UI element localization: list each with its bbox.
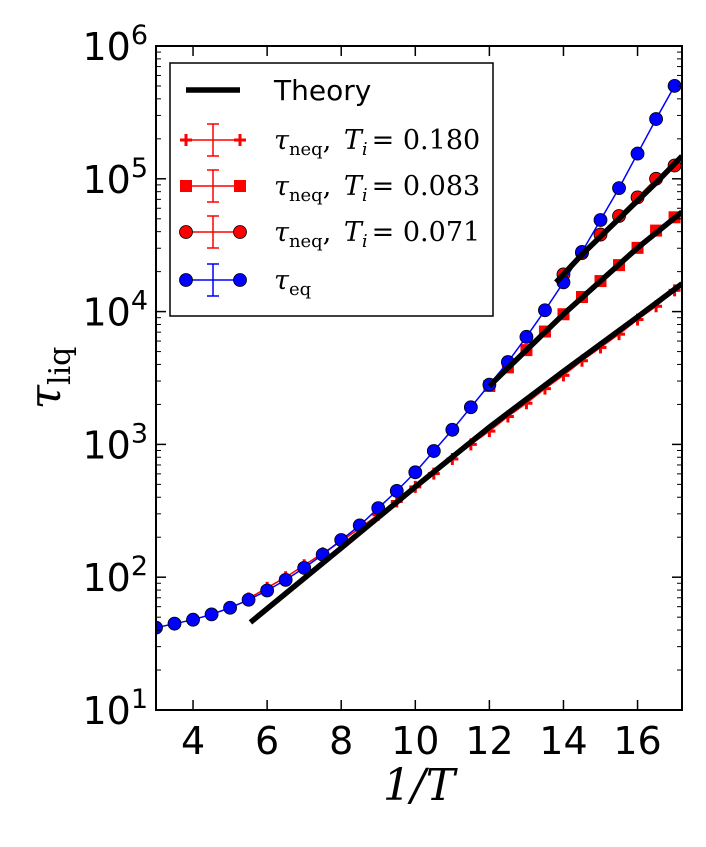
theory-line-1 xyxy=(487,209,682,388)
x-tick-label: 12 xyxy=(465,719,513,763)
x-tick-label: 14 xyxy=(539,719,587,763)
legend-marker xyxy=(180,180,192,192)
series-layer xyxy=(156,78,682,635)
legend-marker xyxy=(179,273,193,287)
data-point xyxy=(186,612,200,627)
data-point xyxy=(649,112,663,126)
data-point xyxy=(445,422,460,437)
legend-label: τneq, Ti = 0.180 xyxy=(274,125,480,160)
data-point xyxy=(612,181,626,195)
data-point xyxy=(260,583,275,598)
legend: Theory τneq, Ti = 0.180 τneq, Ti = 0.083 τneq… xyxy=(169,62,494,317)
theory-line-0 xyxy=(248,281,682,625)
data-point xyxy=(593,213,608,227)
x-tick-label: 8 xyxy=(329,719,353,763)
legend-label: τneq, Ti = 0.071 xyxy=(274,217,480,252)
x-tick-label: 6 xyxy=(255,719,279,763)
data-point xyxy=(223,600,237,615)
legend-box xyxy=(169,62,494,317)
legend-entry-2: τneq, Ti = 0.071 xyxy=(179,215,480,252)
legend-label-theory: Theory xyxy=(273,74,371,107)
data-point xyxy=(389,483,404,498)
legend-marker xyxy=(234,134,246,146)
y-tick-label: 101 xyxy=(82,684,148,733)
x-axis-label: 1/T xyxy=(383,760,459,811)
x-tick-label: 10 xyxy=(391,719,439,763)
data-point xyxy=(463,400,478,415)
y-tick-label: 105 xyxy=(82,153,148,202)
data-point xyxy=(156,620,163,635)
data-point xyxy=(519,329,534,344)
data-point xyxy=(167,616,182,631)
legend-entry-0: τneq, Ti = 0.180 xyxy=(180,123,480,160)
data-point xyxy=(204,607,219,622)
series-3 xyxy=(156,78,682,635)
y-tick-label: 106 xyxy=(82,20,148,69)
y-tick-label: 103 xyxy=(82,418,148,467)
legend-marker xyxy=(233,225,247,239)
ticks-layer: 4 6 8 10 12 14 16 101 102 103 104 105 106 xyxy=(82,20,682,763)
data-point xyxy=(297,561,312,575)
data-point xyxy=(241,592,256,607)
data-point xyxy=(408,465,423,480)
svg-text:τliq: τliq xyxy=(20,347,78,410)
data-point xyxy=(426,444,441,458)
theory-line-2 xyxy=(554,154,682,285)
data-point xyxy=(538,303,552,318)
legend-entry-1: τneq, Ti = 0.083 xyxy=(180,169,480,206)
y-axis-label: τliq xyxy=(20,347,78,410)
y-axis-label-main: τ xyxy=(20,384,71,409)
legend-marker xyxy=(233,273,247,287)
x-tick-label: 16 xyxy=(613,719,661,763)
y-axis-label-sub: liq xyxy=(43,347,78,385)
y-tick-label: 102 xyxy=(82,551,148,600)
legend-entry-3: τeq xyxy=(179,263,311,300)
data-point xyxy=(630,146,645,161)
legend-label: τneq, Ti = 0.083 xyxy=(274,171,480,206)
legend-marker xyxy=(234,180,246,192)
plot-frame xyxy=(155,45,683,711)
data-point xyxy=(278,572,293,587)
legend-marker xyxy=(180,134,192,146)
legend-marker xyxy=(179,225,193,239)
x-tick-label: 4 xyxy=(181,719,205,763)
y-tick-label: 104 xyxy=(82,286,148,335)
legend-label: τeq xyxy=(274,265,311,300)
